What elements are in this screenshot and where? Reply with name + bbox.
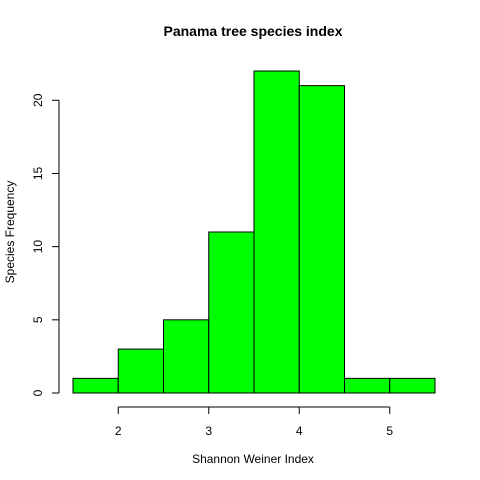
- histogram-bar: [208, 231, 255, 394]
- y-tick-label: 15: [31, 166, 45, 180]
- y-tick-label: 20: [31, 93, 45, 107]
- y-axis: 0 5 10 15 20: [31, 93, 60, 396]
- histogram-bar: [163, 319, 210, 394]
- x-tick-label: 2: [115, 424, 122, 438]
- histogram-bar: [389, 377, 436, 394]
- y-tick-label: 0: [31, 389, 45, 396]
- x-tick-label: 4: [296, 424, 303, 438]
- y-tick-label: 5: [31, 316, 45, 323]
- histogram-bar: [298, 85, 345, 394]
- x-axis-label: Shannon Weiner Index: [192, 452, 314, 466]
- histogram-bar: [117, 348, 164, 394]
- histogram-bar: [253, 70, 300, 394]
- histogram-bar: [72, 377, 119, 394]
- y-tick-label: 10: [31, 240, 45, 254]
- chart-title: Panama tree species index: [164, 23, 343, 39]
- x-tick-label: 3: [205, 424, 212, 438]
- histogram-bar: [344, 377, 391, 394]
- x-axis: 2 3 4 5: [115, 406, 393, 438]
- bars-group: [72, 70, 436, 394]
- x-tick-label: 5: [386, 424, 393, 438]
- y-axis-label: Species Frequency: [3, 181, 17, 284]
